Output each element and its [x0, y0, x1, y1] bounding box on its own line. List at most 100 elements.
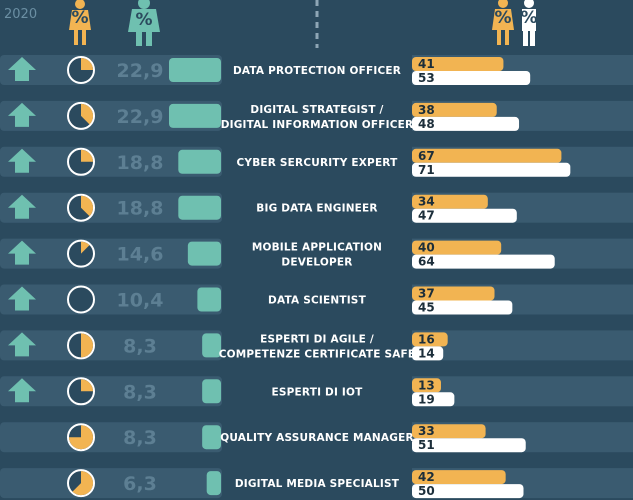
male-bar — [412, 438, 526, 453]
percent-bar — [197, 287, 221, 312]
male-value: 64 — [418, 255, 435, 269]
female-value: 40 — [418, 241, 435, 255]
male-value: 50 — [418, 484, 435, 498]
role-label: DATA SCIENTIST — [268, 295, 367, 307]
female-value: 38 — [418, 103, 435, 117]
pie-slice — [81, 149, 93, 162]
male-value: 45 — [418, 301, 435, 315]
male-value: 48 — [418, 117, 435, 131]
percent-label: 8,3 — [123, 427, 157, 449]
trend-up-arrow-icon — [8, 240, 36, 265]
pie-slice — [81, 379, 93, 392]
percent-label: 14,6 — [117, 244, 164, 266]
row-band-left — [0, 284, 222, 315]
female-value: 13 — [418, 378, 435, 392]
pie-slice — [69, 425, 93, 450]
pie-slice — [81, 58, 93, 70]
male-value: 51 — [418, 438, 435, 452]
percent-bar — [169, 58, 221, 82]
female-value: 42 — [418, 470, 435, 484]
trend-up-arrow-icon — [8, 286, 36, 311]
male-value: 19 — [418, 392, 435, 406]
female-bar — [412, 102, 497, 117]
female-bar — [412, 470, 506, 485]
female-bar — [412, 57, 504, 71]
male-value: 14 — [418, 346, 435, 360]
row-band-left — [0, 100, 222, 131]
role-label: ESPERTI DI AGILE / — [260, 333, 374, 345]
header-male-percent-right: % — [520, 8, 537, 28]
row-band-left — [0, 146, 222, 177]
female-bar — [412, 378, 441, 393]
male-bar — [412, 346, 444, 361]
header-female-icon: % — [69, 0, 91, 45]
trend-up-arrow-icon — [8, 57, 36, 81]
female-bar — [412, 424, 486, 439]
pie-slice — [81, 333, 93, 358]
row-band-left — [0, 422, 222, 453]
row-band-right — [412, 330, 633, 361]
role-label: CYBER SERCURITY EXPERT — [236, 157, 398, 169]
trend-up-arrow-icon — [8, 378, 36, 403]
male-bar — [412, 392, 455, 407]
male-value: 71 — [418, 163, 435, 177]
male-bar — [412, 116, 520, 131]
percent-bar — [206, 471, 221, 496]
percent-label: 8,3 — [123, 381, 157, 403]
row-band-left — [0, 55, 222, 85]
row-band-left — [0, 238, 222, 269]
male-value: 53 — [418, 71, 435, 85]
role-label: COMPETENZE CERTIFICATE SAFE — [219, 348, 416, 360]
pie-slice — [81, 103, 94, 125]
female-bar — [412, 286, 495, 301]
male-bar — [412, 162, 571, 177]
header-teal-person-icon: % — [128, 0, 160, 46]
percent-bar — [178, 149, 221, 174]
female-value: 41 — [418, 57, 435, 71]
female-value: 34 — [418, 195, 435, 209]
percent-label: 8,3 — [123, 335, 157, 357]
pie-slice — [72, 471, 94, 496]
female-bar — [412, 148, 562, 163]
female-value: 37 — [418, 287, 435, 301]
row-band-left — [0, 376, 222, 407]
header-female-percent: % — [71, 8, 88, 28]
percent-label: 22,9 — [117, 60, 164, 82]
role-label: QUALITY ASSURANCE MANAGER — [220, 432, 413, 444]
female-value: 67 — [418, 149, 435, 163]
male-value: 47 — [418, 209, 435, 223]
header-teal-percent: % — [135, 10, 152, 30]
male-bar — [412, 208, 517, 223]
percent-bar — [169, 103, 221, 128]
female-bar — [412, 240, 502, 255]
percent-bar — [202, 425, 221, 450]
pie-slice — [81, 241, 90, 254]
percent-bar — [178, 195, 221, 220]
trend-up-arrow-icon — [8, 194, 36, 219]
male-bar — [412, 254, 555, 269]
header-gender-icons: % % — [492, 0, 538, 46]
trend-up-arrow-icon — [8, 332, 36, 357]
role-label: DEVELOPER — [281, 257, 352, 269]
role-label: DIGITAL MEDIA SPECIALIST — [235, 478, 400, 490]
percent-bar — [202, 333, 221, 358]
percent-label: 18,8 — [117, 198, 164, 220]
role-label: DIGITAL STRATEGIST / — [250, 104, 383, 116]
female-value: 16 — [418, 332, 435, 346]
row-band-left — [0, 192, 222, 223]
female-bar — [412, 332, 448, 347]
role-label: BIG DATA ENGINEER — [256, 203, 377, 215]
role-label: MOBILE APPLICATION — [252, 242, 382, 254]
role-label: DIGITAL INFORMATION OFFICER — [221, 119, 414, 131]
female-bar — [412, 194, 488, 209]
pie-slice — [81, 195, 94, 217]
percent-label: 10,4 — [117, 290, 164, 312]
female-value: 33 — [418, 424, 435, 438]
header-female-percent-right: % — [494, 8, 511, 28]
percent-label: 6,3 — [123, 473, 157, 495]
percent-label: 18,8 — [117, 152, 164, 174]
row-band-left — [0, 330, 222, 361]
male-bar — [412, 300, 513, 315]
role-label: DATA PROTECTION OFFICER — [233, 65, 401, 77]
